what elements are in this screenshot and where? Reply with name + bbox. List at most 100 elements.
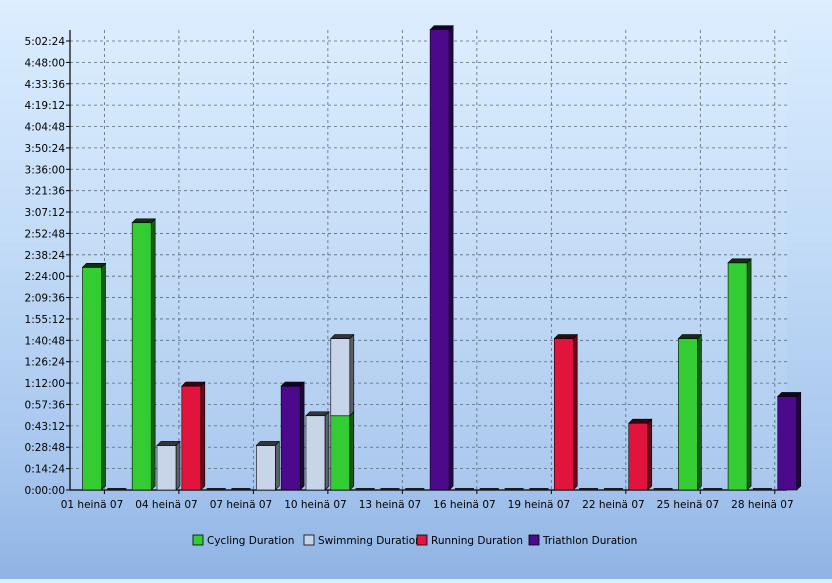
y-tick-label: 4:33:36 xyxy=(25,79,66,91)
y-tick-label: 4:04:48 xyxy=(25,122,65,134)
bar-side xyxy=(697,333,702,491)
y-tick-label: 4:19:12 xyxy=(25,100,65,112)
y-tick-label: 3:21:36 xyxy=(25,186,66,198)
y-tick-label: 2:09:36 xyxy=(25,293,66,305)
bar-side xyxy=(349,411,355,491)
bar-side xyxy=(150,218,156,491)
bar xyxy=(628,422,649,491)
y-tick-label: 0:28:48 xyxy=(25,442,65,454)
bar xyxy=(429,29,450,491)
bar-top xyxy=(156,441,181,446)
x-tick-label: 10 heinä 07 xyxy=(284,499,347,511)
bar-side xyxy=(349,333,355,417)
bar-top xyxy=(777,392,802,397)
bar-side xyxy=(796,391,802,491)
y-tick-label: 0:00:00 xyxy=(25,485,65,497)
baseline-cap xyxy=(454,488,474,490)
bar xyxy=(330,338,351,417)
y-tick-label: 3:07:12 xyxy=(25,207,65,219)
legend-swatch xyxy=(192,534,204,546)
bar-top xyxy=(727,258,752,264)
y-tick-label: 0:14:24 xyxy=(25,464,66,476)
x-tick-label: 07 heinä 07 xyxy=(210,499,273,511)
bar-side xyxy=(572,333,578,491)
bar-side xyxy=(275,440,280,491)
bar xyxy=(553,338,574,491)
legend-label: Running Duration xyxy=(431,535,523,547)
bar xyxy=(181,385,202,491)
baseline-cap xyxy=(703,488,723,490)
bar-top xyxy=(677,334,703,339)
baseline-cap xyxy=(529,488,549,490)
y-tick-label: 4:48:00 xyxy=(25,57,65,69)
bar-side xyxy=(647,418,653,491)
baseline-cap xyxy=(206,488,226,490)
x-tick-label: 25 heinä 07 xyxy=(657,499,720,511)
legend-label: Triathlon Duration xyxy=(542,535,637,547)
y-tick-label: 1:55:12 xyxy=(25,314,65,326)
y-tick-label: 1:12:00 xyxy=(25,378,65,390)
bar xyxy=(330,415,351,491)
legend-label: Swimming Duration xyxy=(318,535,422,547)
bar-side xyxy=(299,381,305,491)
bar xyxy=(305,415,326,491)
x-tick-label: 04 heinä 07 xyxy=(135,499,198,511)
x-tick-label: 22 heinä 07 xyxy=(582,499,645,511)
bar-top xyxy=(429,25,454,31)
baseline-cap xyxy=(579,488,599,490)
baseline-cap xyxy=(405,488,425,490)
y-tick-label: 3:36:00 xyxy=(25,164,65,176)
x-tick-label: 16 heinä 07 xyxy=(433,499,496,511)
bar-side xyxy=(175,440,181,491)
bar-top xyxy=(131,218,156,224)
bar xyxy=(256,445,276,491)
y-tick-label: 1:40:48 xyxy=(25,335,65,347)
bar-side xyxy=(200,381,206,491)
bar xyxy=(280,385,301,491)
y-tick-label: 0:57:36 xyxy=(25,399,66,411)
y-tick-label: 1:26:24 xyxy=(25,357,66,369)
legend-swatch xyxy=(528,534,540,546)
baseline-cap xyxy=(603,488,623,490)
bar xyxy=(131,222,152,491)
baseline-cap xyxy=(653,488,673,490)
bar-top xyxy=(305,411,330,417)
bar xyxy=(777,396,798,491)
legend-label: Cycling Duration xyxy=(207,535,294,547)
bar-top xyxy=(553,334,578,339)
y-tick-label: 3:50:24 xyxy=(25,143,66,155)
bar xyxy=(678,338,698,491)
baseline-cap xyxy=(380,488,400,490)
bar-side xyxy=(101,262,106,491)
bar-top xyxy=(181,381,206,387)
baseline-cap xyxy=(504,488,524,490)
bar-side xyxy=(324,411,330,491)
bar xyxy=(156,445,177,491)
legend-swatch xyxy=(416,534,428,546)
legend-swatch xyxy=(303,534,315,546)
bar-side xyxy=(746,258,752,491)
bar-top xyxy=(255,441,281,446)
bar xyxy=(82,266,102,491)
x-tick-label: 19 heinä 07 xyxy=(508,499,571,511)
x-tick-label: 13 heinä 07 xyxy=(359,499,422,511)
y-tick-label: 5:02:24 xyxy=(25,36,66,48)
bar-top xyxy=(81,262,107,268)
bar-top xyxy=(628,418,653,424)
baseline-cap xyxy=(479,488,499,490)
bar-top xyxy=(280,381,305,387)
baseline-cap xyxy=(231,488,251,490)
y-tick-label: 2:38:24 xyxy=(25,250,66,262)
baseline-cap xyxy=(107,488,127,490)
baseline-cap xyxy=(355,488,375,490)
y-tick-label: 2:52:48 xyxy=(25,228,65,240)
x-tick-label: 28 heinä 07 xyxy=(731,499,794,511)
bar-top xyxy=(330,334,355,339)
x-tick-label: 01 heinä 07 xyxy=(61,499,124,511)
y-tick-label: 2:24:00 xyxy=(25,271,65,283)
y-tick-label: 0:43:12 xyxy=(25,421,65,433)
bar xyxy=(727,262,748,491)
bar-side xyxy=(448,24,454,491)
